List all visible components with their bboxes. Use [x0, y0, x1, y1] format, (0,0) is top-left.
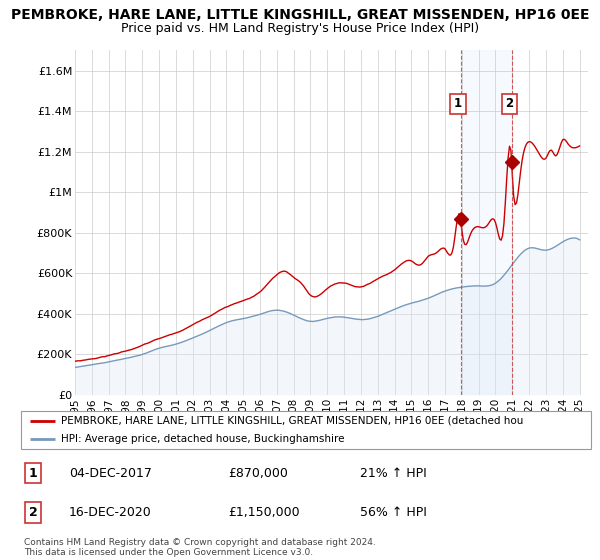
Bar: [461, 50, 512, 395]
FancyBboxPatch shape: [21, 411, 591, 449]
Text: 04-DEC-2017: 04-DEC-2017: [69, 466, 152, 480]
Text: Price paid vs. HM Land Registry's House Price Index (HPI): Price paid vs. HM Land Registry's House …: [121, 22, 479, 35]
Text: PEMBROKE, HARE LANE, LITTLE KINGSHILL, GREAT MISSENDEN, HP16 0EE: PEMBROKE, HARE LANE, LITTLE KINGSHILL, G…: [11, 8, 589, 22]
Text: £870,000: £870,000: [228, 466, 288, 480]
Text: 1: 1: [29, 466, 37, 480]
Text: 1: 1: [454, 97, 462, 110]
Text: 2: 2: [29, 506, 37, 519]
Text: Contains HM Land Registry data © Crown copyright and database right 2024.
This d: Contains HM Land Registry data © Crown c…: [24, 538, 376, 557]
Text: PEMBROKE, HARE LANE, LITTLE KINGSHILL, GREAT MISSENDEN, HP16 0EE (detached hou: PEMBROKE, HARE LANE, LITTLE KINGSHILL, G…: [61, 416, 524, 426]
Text: 2: 2: [505, 97, 513, 110]
Text: HPI: Average price, detached house, Buckinghamshire: HPI: Average price, detached house, Buck…: [61, 434, 344, 444]
Text: 21% ↑ HPI: 21% ↑ HPI: [360, 466, 427, 480]
Text: 56% ↑ HPI: 56% ↑ HPI: [360, 506, 427, 519]
Text: £1,150,000: £1,150,000: [228, 506, 299, 519]
Text: 16-DEC-2020: 16-DEC-2020: [69, 506, 152, 519]
